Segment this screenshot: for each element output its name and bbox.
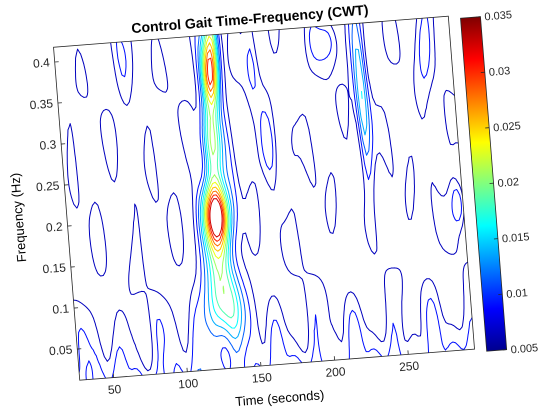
plot-area: 50 100 150 200 250 0.05 0.1 0.15 0.2 0.25 0.3 0.35… <box>7 15 475 409</box>
y-tick-label: 0.05 <box>48 342 73 358</box>
plot-background <box>53 16 475 381</box>
contour-lines <box>66 16 473 381</box>
contour-level <box>199 33 368 340</box>
colorbar-tick-label: 0.03 <box>488 65 510 79</box>
contour-level <box>77 17 473 381</box>
contour-level <box>209 198 223 238</box>
contour-level <box>66 16 469 372</box>
plot-frame <box>53 15 475 381</box>
colorbar-tick-label: 0.02 <box>497 176 519 190</box>
colorbar-tick-label: 0.005 <box>510 342 538 356</box>
y-tick-label: 0.3 <box>39 137 57 152</box>
x-tick-label: 150 <box>251 370 272 386</box>
colorbar-tick-label: 0.035 <box>484 9 512 23</box>
y-tick-label: 0.35 <box>29 96 54 112</box>
x-axis-label: Time (seconds) <box>235 387 325 409</box>
contour-level <box>203 35 227 260</box>
contour-level <box>204 42 226 252</box>
y-tick-label: 0.25 <box>36 178 61 194</box>
x-tick-label: 250 <box>399 359 420 375</box>
y-axis-ticks: 0.05 0.1 0.15 0.2 0.25 0.3 0.35 0.4 <box>29 55 82 358</box>
y-tick-label: 0.15 <box>42 260 67 276</box>
colorbar-tick-label: 0.025 <box>493 120 521 134</box>
colorbar-ticks: 0.005 0.01 0.015 0.02 0.025 0.03 0.035 <box>476 9 539 356</box>
contour-level <box>206 57 224 242</box>
x-tick-label: 200 <box>325 364 346 380</box>
x-axis-ticks: 50 100 150 200 250 <box>107 350 420 397</box>
y-axis-label: Frequency (Hz) <box>7 172 29 262</box>
contour-level <box>197 22 371 372</box>
contour-level <box>205 49 225 247</box>
colorbar: 0.005 0.01 0.015 0.02 0.025 0.03 0.035 <box>460 9 539 356</box>
y-tick-label: 0.4 <box>33 55 51 70</box>
y-tick-label: 0.2 <box>45 219 63 234</box>
contour-level <box>202 34 229 295</box>
colorbar-tick-label: 0.01 <box>506 287 528 301</box>
contour-level <box>201 34 235 319</box>
colorbar-tick-label: 0.015 <box>502 231 530 245</box>
contour-level <box>200 34 363 329</box>
x-tick-label: 100 <box>178 376 199 392</box>
x-tick-label: 50 <box>107 382 122 397</box>
y-tick-label: 0.1 <box>52 301 70 316</box>
